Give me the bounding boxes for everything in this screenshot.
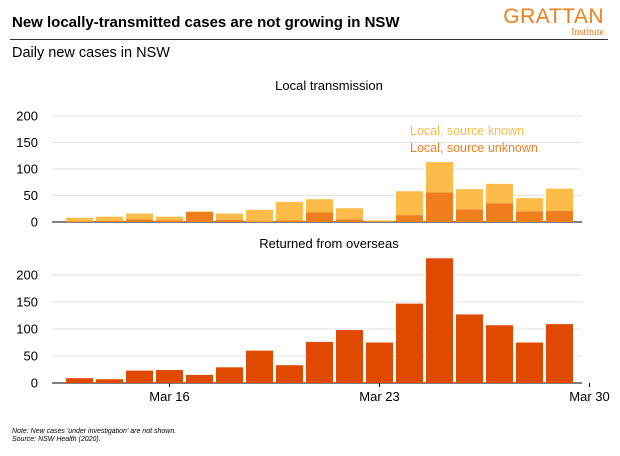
- grattan-logo: GRATTAN Institute: [503, 6, 604, 38]
- logo-subtext: Institute: [571, 27, 604, 38]
- bar-local-source-unknown: [66, 221, 93, 222]
- note-text: Note: New cases 'under investigation' ar…: [12, 428, 177, 435]
- bar-local-source-known: [246, 209, 273, 222]
- bar-overseas: [546, 324, 573, 383]
- bar-overseas: [396, 303, 423, 383]
- source-text: Source: NSW Health (2020).: [12, 436, 101, 443]
- bar-overseas: [306, 341, 333, 383]
- chart-subtitle: Daily new cases in NSW: [12, 45, 170, 61]
- bar-overseas: [426, 258, 453, 383]
- chart-footnote: Note: New cases 'under investigation' ar…: [12, 428, 176, 444]
- bar-local-source-known: [426, 162, 453, 193]
- bar-local-source-known: [276, 201, 303, 221]
- bar-local-source-known: [366, 220, 393, 222]
- legend-entry: Local, source unknown: [410, 141, 538, 155]
- bar-overseas: [486, 325, 513, 383]
- logo-brand: GRATTAN: [503, 5, 604, 28]
- bar-overseas: [216, 367, 243, 383]
- x-tick-label: Mar 23: [359, 389, 399, 404]
- bar-overseas: [156, 370, 183, 383]
- bar-local-source-unknown: [516, 211, 543, 222]
- bar-overseas: [336, 330, 363, 383]
- chart-title: New locally-transmitted cases are not gr…: [12, 14, 400, 31]
- bar-local-source-unknown: [336, 219, 363, 222]
- legend-entry: Local, source known: [410, 124, 524, 138]
- bar-local-source-unknown: [96, 220, 123, 222]
- bar-local-source-unknown: [276, 220, 303, 222]
- bar-overseas: [276, 365, 303, 383]
- bar-overseas: [246, 350, 273, 383]
- y-tick-label: 50: [24, 188, 38, 203]
- bar-overseas: [186, 374, 213, 383]
- bar-local-source-unknown: [366, 221, 393, 222]
- y-tick-label: 100: [16, 322, 38, 337]
- bar-local-source-known: [66, 217, 93, 222]
- bar-local-source-known: [216, 213, 243, 220]
- y-tick-label: 200: [16, 109, 38, 124]
- bar-local-source-known: [456, 189, 483, 210]
- bar-local-source-unknown: [396, 215, 423, 222]
- bar-local-source-unknown: [546, 210, 573, 222]
- x-tick-label: Mar 16: [149, 389, 189, 404]
- bar-overseas: [66, 378, 93, 383]
- bar-local-source-known: [396, 191, 423, 216]
- bar-local-source-known: [156, 216, 183, 221]
- bar-overseas: [366, 342, 393, 383]
- bar-local-source-unknown: [156, 220, 183, 222]
- y-tick-label: 50: [24, 349, 38, 364]
- bar-local-source-unknown: [186, 211, 213, 222]
- bar-local-source-known: [486, 183, 513, 204]
- bar-local-source-unknown: [126, 219, 153, 222]
- bar-overseas: [456, 314, 483, 383]
- bar-overseas: [516, 342, 543, 383]
- bar-overseas: [126, 370, 153, 383]
- bar-local-source-unknown: [486, 203, 513, 222]
- y-tick-label: 100: [16, 162, 38, 177]
- bar-overseas: [96, 379, 123, 383]
- y-tick-label: 150: [16, 295, 38, 310]
- bar-local-source-known: [126, 213, 153, 220]
- title-divider: [10, 39, 608, 40]
- x-tick-label: Mar 30: [569, 389, 609, 404]
- bar-local-source-known: [306, 199, 333, 213]
- bar-local-source-known: [546, 188, 573, 211]
- bar-local-source-known: [96, 216, 123, 221]
- bar-local-source-known: [516, 198, 543, 212]
- bar-local-source-unknown: [456, 209, 483, 222]
- y-tick-label: 0: [31, 376, 38, 391]
- y-tick-label: 0: [31, 215, 38, 230]
- bar-local-source-known: [336, 208, 363, 220]
- bar-local-source-known: [186, 211, 213, 212]
- bar-local-source-unknown: [216, 219, 243, 222]
- y-tick-label: 200: [16, 268, 38, 283]
- panel-title: Returned from overseas: [259, 236, 399, 251]
- bar-local-source-unknown: [426, 192, 453, 222]
- y-tick-label: 150: [16, 135, 38, 150]
- bar-local-source-unknown: [246, 221, 273, 222]
- bar-local-source-unknown: [306, 212, 333, 222]
- panel-title: Local transmission: [275, 78, 383, 93]
